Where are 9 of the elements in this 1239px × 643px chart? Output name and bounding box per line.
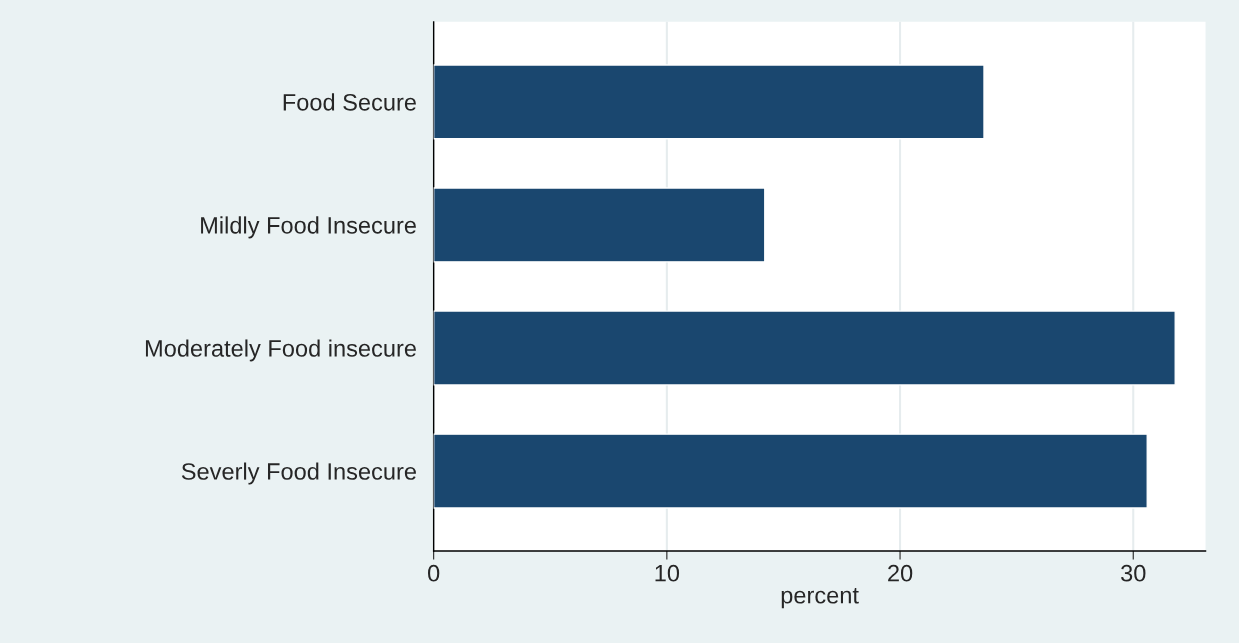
x-tick-label: 0 [428, 564, 440, 582]
x-tick-label: 10 [655, 564, 680, 582]
y-tick-label: Moderately Food insecure [145, 339, 416, 362]
y-tick-label: Food Secure [283, 93, 416, 111]
x-tick-label: 20 [888, 564, 913, 582]
x-axis-title: percent [781, 588, 859, 609]
y-tick-label: Mildly Food Insecure [201, 216, 416, 239]
x-tick-label: 30 [1121, 564, 1146, 582]
y-tick-label: Severly Food Insecure [181, 462, 416, 485]
